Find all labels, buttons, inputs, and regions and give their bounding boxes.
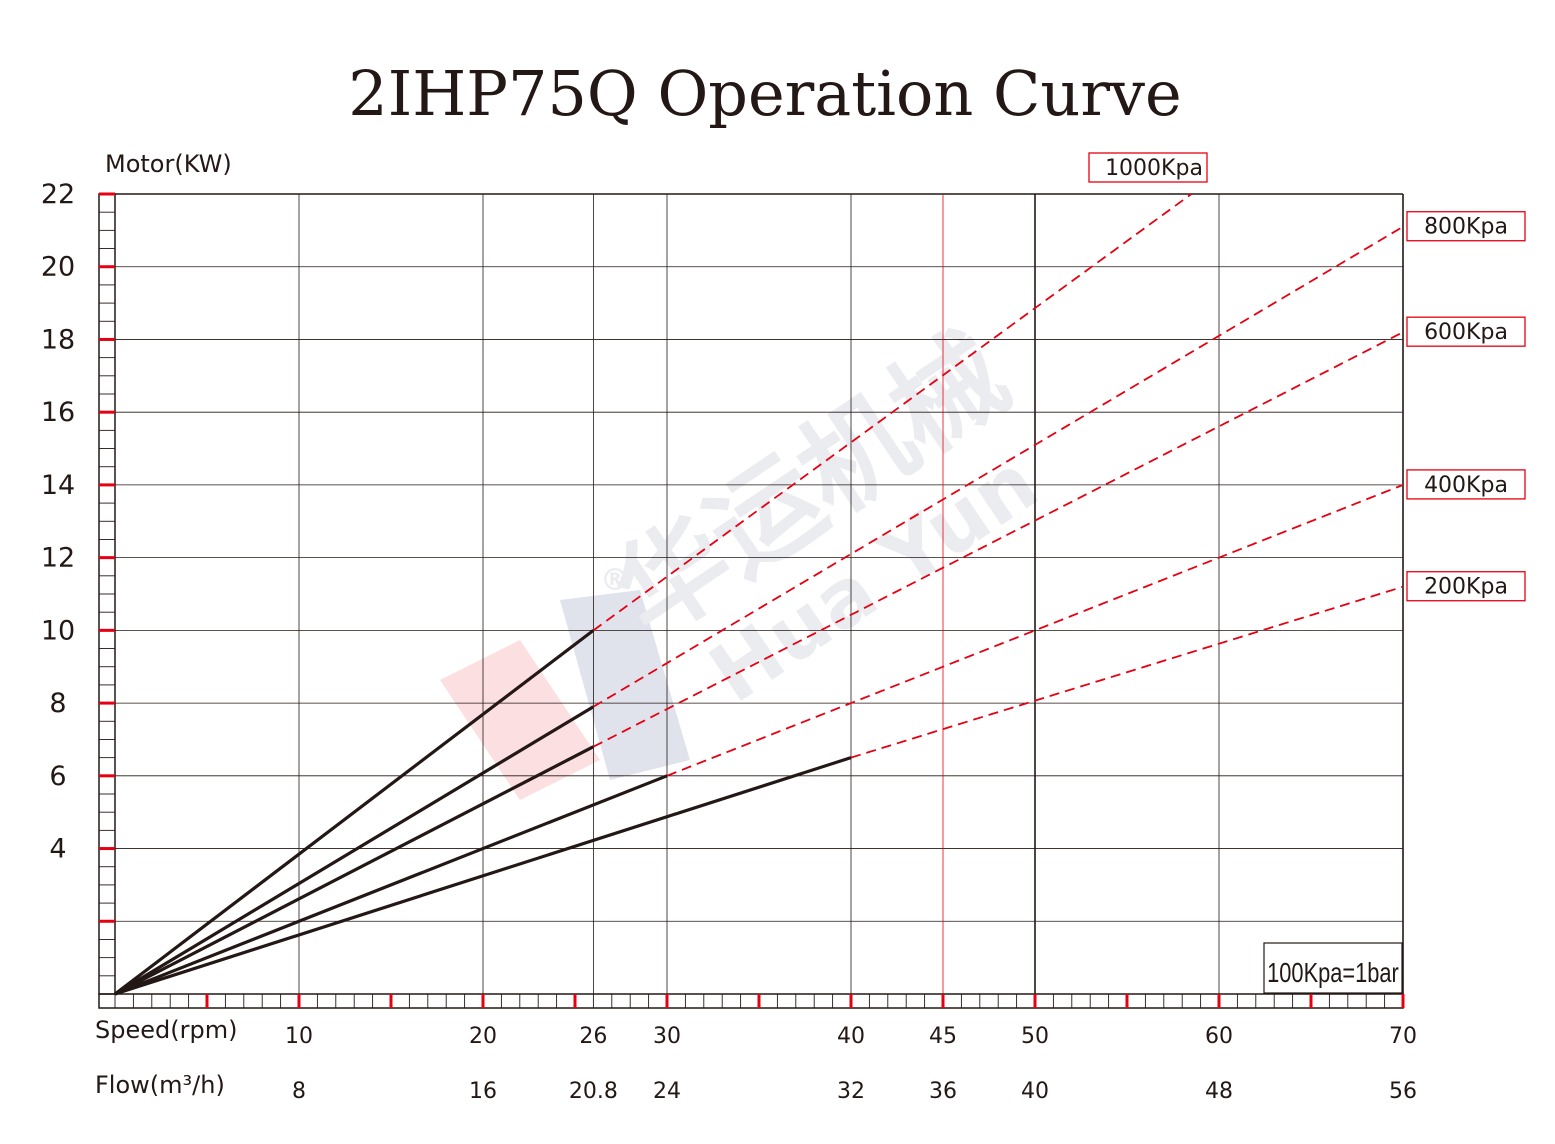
- flow-tick-label: 16: [469, 1079, 497, 1104]
- x-tick-label: 30: [653, 1024, 681, 1049]
- y-tick-label: 16: [41, 397, 75, 428]
- flow-axis-title: Flow(m³/h): [95, 1071, 225, 1099]
- series-solid-line: [114, 705, 595, 996]
- series-dashed-line: [592, 193, 1192, 632]
- series-label-text: 200Kpa: [1424, 575, 1508, 600]
- unit-note-box: 100Kpa=1bar: [1263, 942, 1403, 994]
- series-solid-line: [114, 745, 595, 996]
- x-tick-label: 70: [1389, 1024, 1417, 1049]
- unit-note: 100Kpa=1bar: [1267, 957, 1399, 988]
- flow-tick-label: 56: [1389, 1079, 1417, 1104]
- series-label-text: 400Kpa: [1424, 473, 1508, 498]
- series-label-text: 1000Kpa: [1105, 156, 1203, 181]
- y-tick-label: 22: [41, 179, 75, 210]
- flow-tick-label: 24: [653, 1079, 681, 1104]
- y-tick-label: 20: [41, 252, 75, 283]
- x-tick-label: 60: [1205, 1024, 1233, 1049]
- flow-tick-label: 36: [929, 1079, 957, 1104]
- x-tick-label: 45: [929, 1024, 957, 1049]
- chart-title: 2IHP75Q Operation Curve: [348, 57, 1181, 130]
- x-tick-label: 50: [1021, 1024, 1049, 1049]
- y-tick-label: 6: [49, 761, 66, 792]
- series-solid-line: [114, 774, 668, 996]
- series-dashed-line: [592, 225, 1404, 708]
- x-tick-label: 10: [285, 1024, 313, 1049]
- watermark-registered-mark: ®: [600, 563, 630, 598]
- series-400Kpa: [114, 484, 1404, 996]
- x-axis-title: Speed(rpm): [95, 1016, 237, 1044]
- y-axis-title: Motor(KW): [105, 150, 232, 178]
- series-label-box: [1406, 316, 1526, 347]
- series-800Kpa: [114, 225, 1404, 996]
- flow-tick-label: 8: [292, 1079, 306, 1104]
- series-label-box: [1406, 571, 1526, 602]
- series-200Kpa: [114, 585, 1404, 996]
- series-label-600Kpa: 600Kpa: [1406, 316, 1526, 347]
- series-dashed-line: [592, 331, 1404, 748]
- series-label-text: 800Kpa: [1424, 215, 1508, 240]
- watermark-logo: 华运机械 Hua Yun ®: [440, 309, 1054, 800]
- y-tick-label: 8: [49, 688, 66, 719]
- series-dashed-line: [666, 484, 1404, 777]
- series-1000Kpa: [114, 193, 1192, 996]
- flow-tick-label: 40: [1021, 1079, 1049, 1104]
- series-600Kpa: [114, 331, 1404, 996]
- x-tick-label: 20: [469, 1024, 497, 1049]
- series-label-200Kpa: 200Kpa: [1406, 571, 1526, 602]
- x-axis-ruler: [98, 993, 1404, 1009]
- series-dashed-line: [850, 585, 1404, 759]
- y-tick-label: 18: [41, 324, 75, 355]
- y-tick-label: 10: [41, 615, 75, 646]
- y-tick-label: 14: [41, 470, 75, 501]
- flow-tick-label: 32: [837, 1079, 865, 1104]
- series-label-1000Kpa: 1000Kpa: [1088, 152, 1208, 183]
- series-solid-line: [114, 629, 595, 996]
- series-label-box: [1406, 469, 1526, 500]
- flow-tick-label: 20.8: [569, 1079, 618, 1104]
- y-tick-label: 12: [41, 543, 75, 574]
- flow-tick-label: 48: [1205, 1079, 1233, 1104]
- series-label-800Kpa: 800Kpa: [1406, 211, 1526, 242]
- y-tick-label: 4: [49, 834, 66, 865]
- series-label-text: 600Kpa: [1424, 320, 1508, 345]
- series-label-box: [1406, 211, 1526, 242]
- series-label-400Kpa: 400Kpa: [1406, 469, 1526, 500]
- x-tick-label: 26: [579, 1024, 607, 1049]
- series-label-box: [1088, 152, 1208, 183]
- series-solid-line: [114, 756, 852, 996]
- x-tick-label: 40: [837, 1024, 865, 1049]
